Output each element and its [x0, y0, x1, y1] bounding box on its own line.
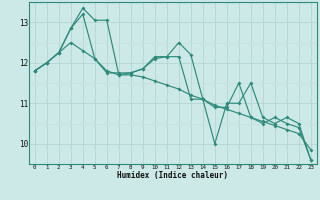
- X-axis label: Humidex (Indice chaleur): Humidex (Indice chaleur): [117, 171, 228, 180]
